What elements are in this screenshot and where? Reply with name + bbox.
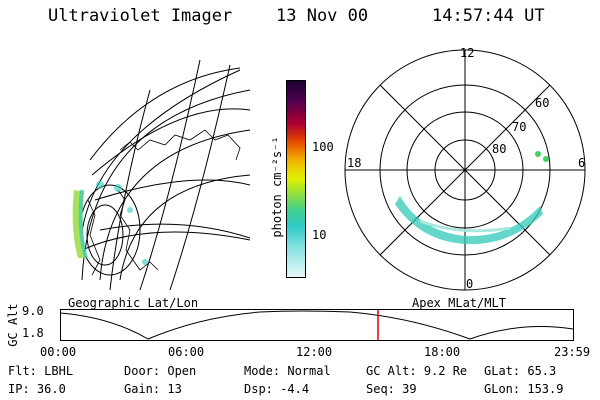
geographic-panel-label: Geographic Lat/Lon: [68, 296, 199, 310]
status-ip-val: 36.0: [36, 382, 66, 396]
lat-label-80: 80: [492, 142, 507, 156]
status-glon-val: 153.9: [527, 382, 564, 396]
timeline-xtick-0000: 00:00: [40, 345, 77, 359]
status-gain-val: 13: [167, 382, 182, 396]
status-dsp-val: -4.4: [280, 382, 310, 396]
status-ip-key: IP:: [8, 382, 30, 396]
geographic-map: [72, 60, 250, 290]
instrument-title: Ultraviolet Imager: [48, 6, 233, 26]
colorbar-tick-10: 10: [312, 228, 327, 242]
status-door-val: Open: [167, 364, 197, 378]
timeline-xtick-2359: 23:59: [554, 345, 591, 359]
status-door-key: Door:: [124, 364, 161, 378]
status-flt-key: Flt:: [8, 364, 37, 378]
status-mode-key: Mode:: [244, 364, 281, 378]
timeline-xtick-1800: 18:00: [424, 345, 461, 359]
lat-label-70: 70: [512, 120, 527, 134]
status-mode-val: Normal: [287, 364, 331, 378]
mlt-label-0: 0: [466, 277, 474, 291]
polar-panel-label: Apex MLat/MLT: [412, 296, 506, 310]
timeline-ytick-9: 9.0: [22, 304, 44, 318]
status-dsp-key: Dsp:: [244, 382, 273, 396]
mlt-label-6: 6: [578, 156, 586, 170]
time-label: 14:57:44 UT: [432, 6, 545, 26]
status-seq-val: 39: [402, 382, 417, 396]
timeline-xtick-1200: 12:00: [296, 345, 333, 359]
timeline-xtick-0600: 06:00: [168, 345, 205, 359]
colorbar-tick-100: 100: [312, 140, 334, 154]
colorbar-label: photon cm⁻²s⁻¹: [270, 136, 284, 238]
status-glat-val: 65.3: [527, 364, 557, 378]
aurora-oval: [395, 151, 549, 245]
polar-plot: [344, 49, 586, 291]
timeline-ytick-1: 1.8: [22, 326, 44, 340]
status-seq-key: Seq:: [366, 382, 395, 396]
status-gain-key: Gain:: [124, 382, 161, 396]
status-gcalt-val: 9.2 Re: [423, 364, 468, 378]
mlt-label-18: 18: [347, 156, 362, 170]
colorbar: [286, 80, 306, 278]
status-flt-val: LBHL: [44, 364, 74, 378]
aurora-emission-left: [72, 181, 148, 265]
mlt-label-12: 12: [460, 46, 475, 60]
timeline-ylabel: GC Alt: [6, 303, 20, 347]
status-glon-key: GLon:: [484, 382, 521, 396]
status-gcalt-key: GC Alt:: [366, 364, 417, 378]
status-glat-key: GLat:: [484, 364, 521, 378]
date-label: 13 Nov 00: [276, 6, 369, 26]
lat-label-60: 60: [535, 96, 550, 110]
altitude-timeline: [60, 309, 574, 341]
